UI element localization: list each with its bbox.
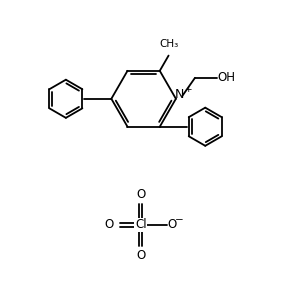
Text: O: O [136, 249, 145, 262]
Text: Cl: Cl [135, 219, 147, 231]
Text: CH₃: CH₃ [160, 39, 179, 49]
Text: O: O [167, 219, 177, 231]
Text: N: N [175, 88, 184, 101]
Text: −: − [175, 215, 184, 225]
Text: O: O [136, 188, 145, 201]
Text: +: + [184, 85, 192, 95]
Text: O: O [105, 219, 114, 231]
Text: OH: OH [217, 71, 235, 84]
